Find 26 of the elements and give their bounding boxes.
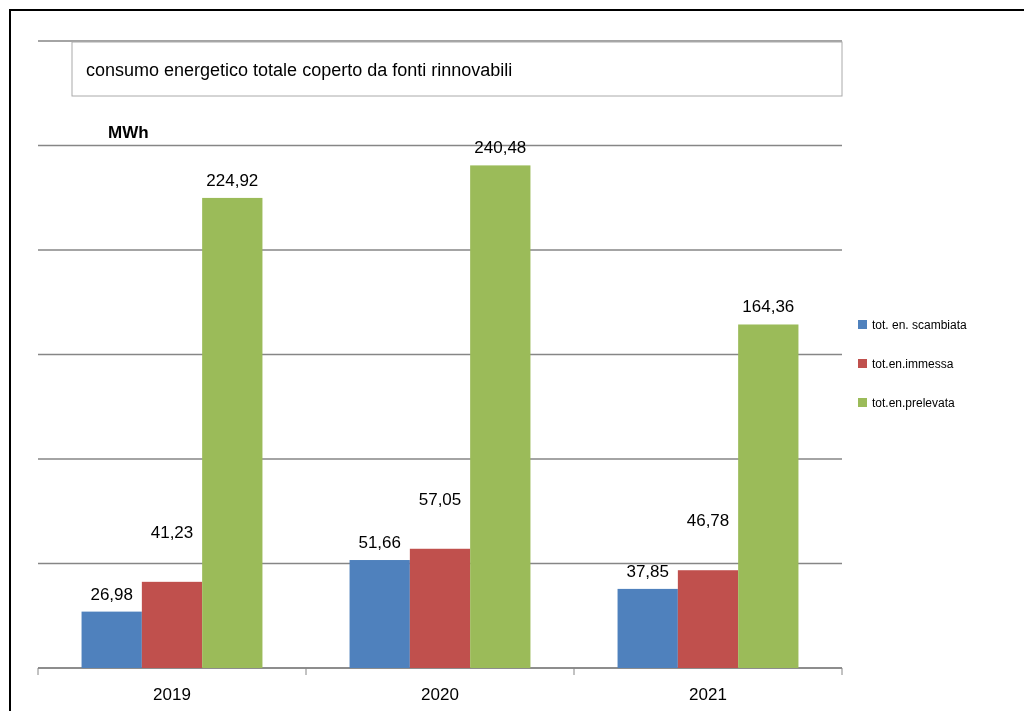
bar xyxy=(738,324,799,668)
data-label: 26,98 xyxy=(90,584,133,604)
data-label: 164,36 xyxy=(742,297,795,317)
data-label: 46,78 xyxy=(686,511,730,531)
legend-label: tot.en.prelevata xyxy=(872,396,956,410)
data-label: 57,05 xyxy=(418,489,462,509)
data-label: 240,48 xyxy=(474,138,527,158)
legend-label: tot. en. scambiata xyxy=(872,318,968,332)
bar xyxy=(617,588,678,668)
data-label: 224,92 xyxy=(206,170,259,190)
bar xyxy=(81,611,142,668)
x-tick-label: 2019 xyxy=(153,685,191,704)
bar xyxy=(202,197,263,668)
bar xyxy=(470,165,531,668)
data-label: 41,23 xyxy=(150,522,194,542)
bar xyxy=(349,560,410,668)
bar xyxy=(677,570,739,668)
y-axis-title: MWh xyxy=(108,123,149,142)
bar xyxy=(141,581,203,668)
bar xyxy=(409,548,471,668)
x-tick-label: 2021 xyxy=(689,685,727,704)
data-label: 37,85 xyxy=(626,561,669,581)
x-tick-label: 2020 xyxy=(421,685,459,704)
text: consumo energetico totale coperto da fonti rinnovabili xyxy=(86,60,513,80)
legend-label: tot.en.immessa xyxy=(872,357,954,371)
data-label: 51,66 xyxy=(358,533,401,553)
